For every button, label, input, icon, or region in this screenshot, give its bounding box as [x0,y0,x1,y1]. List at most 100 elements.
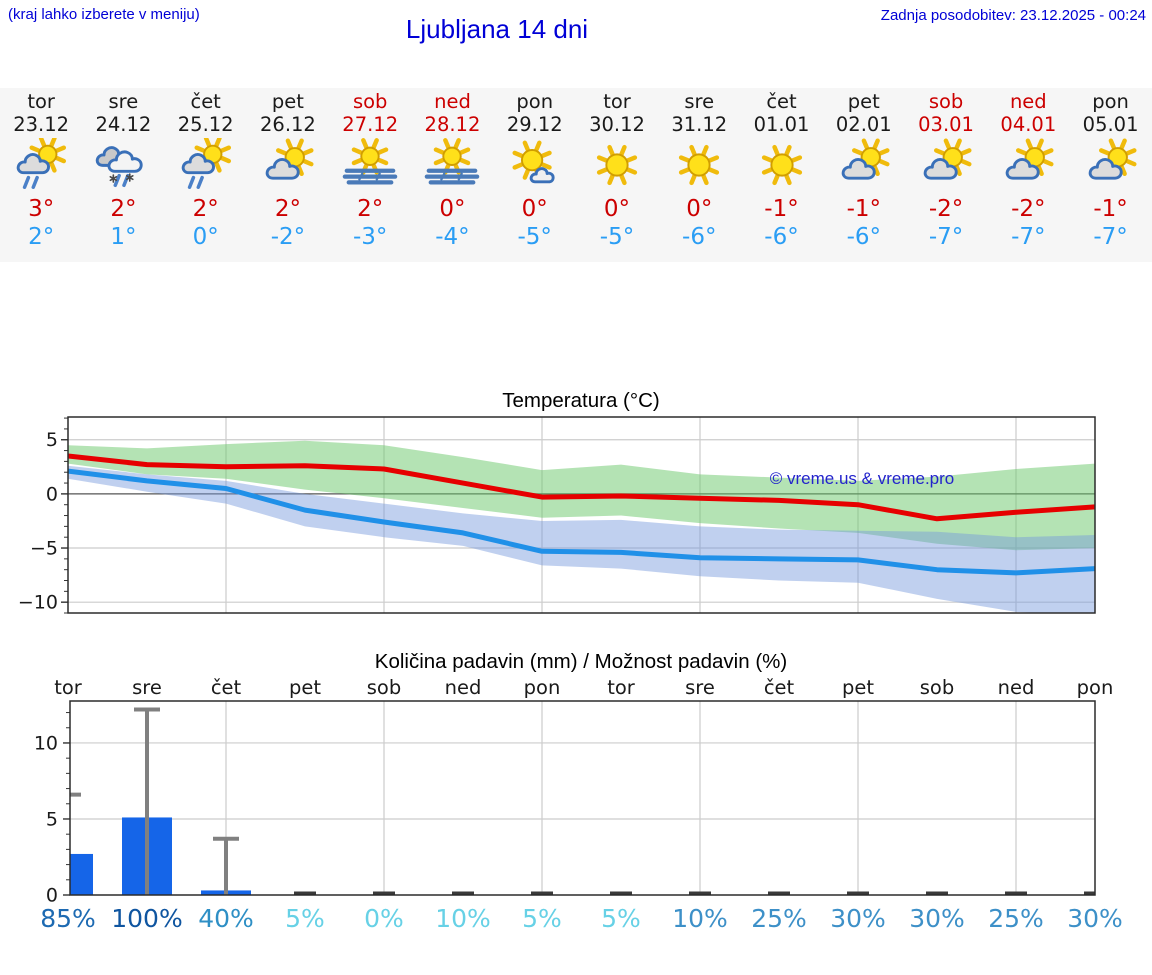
day-date-label: 28.12 [424,113,481,136]
y-axis-label: 5 [46,429,58,451]
precip-zero-mark [610,891,632,895]
sun-icon [753,138,811,194]
precip-zero-mark [531,891,553,895]
high-temperature: -2° [928,196,964,222]
probability-label: 25% [988,904,1044,933]
day-name-label: čet [766,90,797,113]
low-temperature: 2° [28,224,55,250]
precip-zero-mark [926,891,948,895]
precip-zero-mark [1084,891,1095,895]
y-axis-label: 10 [34,732,58,754]
day-name-label: pon [516,90,554,113]
probability-label: 25% [751,904,807,933]
day-name-label: sre [108,90,139,113]
high-temperature: 0° [603,196,631,222]
temperature-chart-svg: Temperatura (°C) © vreme.us & vreme.pro 5 0… [18,389,1096,614]
sun-icon [588,138,646,194]
forecast-day-column: tor 30.12 0° -5° [576,88,658,262]
forecast-day-column: pet 26.12 2° -2° [247,88,329,262]
y-axis-label: 5 [46,808,58,830]
fog-sun-icon [341,138,399,194]
day-date-label: 27.12 [342,113,399,136]
precip-day-label: ned [998,676,1035,699]
low-temperature: -6° [682,224,717,250]
forecast-day-column: tor 23.12 3° 2° [0,88,82,262]
precip-day-label: čet [764,676,795,699]
low-temperature: 0° [192,224,219,250]
precip-day-label: pet [842,676,874,699]
forecast-day-column: sre 24.12 2° 1° [82,88,164,262]
y-axis-label: −10 [18,592,58,614]
y-axis-label: 0 [46,885,58,907]
high-temperature: 0° [521,196,548,222]
high-temperature: 2° [357,196,384,222]
precip-day-label: tor [607,676,636,699]
low-temperature: -6° [764,224,799,250]
precip-day-label: pon [524,676,561,699]
high-temperature: 0° [686,196,713,222]
min-temp-band [68,465,1095,613]
high-temperature: 2° [274,196,301,222]
forecast-strip: tor 23.12 3° 2° sre 24.12 2° 1° čet 25.12 2° 0° pet 2… [0,88,1152,262]
probability-label: 30% [1067,904,1123,933]
precip-day-label: sre [685,676,715,699]
day-name-label: ned [1009,90,1047,113]
precip-zero-mark [1005,891,1027,895]
sun-cloud-icon [917,138,975,194]
precip-zero-mark [452,891,474,895]
sun-cloud-icon [999,138,1057,194]
cloud-rain-snow-icon [94,138,152,194]
sun-cloud-icon [835,138,893,194]
low-temperature: -7° [1011,224,1046,250]
day-date-label: 24.12 [95,113,152,136]
probability-label: 10% [672,904,728,933]
day-date-label: 25.12 [177,113,234,136]
precip-day-label: ned [445,676,482,699]
day-name-label: tor [603,90,631,113]
forecast-day-column: sre 31.12 0° -6° [658,88,740,262]
precip-zero-mark [847,891,869,895]
low-temperature: -5° [599,224,635,250]
precipitation-chart-svg: Količina padavin (mm) / Možnost padavin … [34,650,1123,933]
high-temperature: 2° [192,196,219,222]
forecast-day-column: sob 03.01 -2° -7° [905,88,987,262]
probability-label: 40% [198,904,254,933]
sun-cloud-icon [1082,138,1140,194]
day-date-label: 23.12 [13,113,70,136]
day-name-label: ned [434,90,471,113]
high-temperature: 3° [28,196,55,222]
high-temperature: 0° [439,196,466,222]
precipitation-chart-title: Količina padavin (mm) / Možnost padavin … [375,650,787,673]
forecast-day-column: pon 05.01 -1° -7° [1069,88,1151,262]
forecast-day-column: čet 01.01 -1° -6° [740,88,822,262]
low-temperature: -2° [270,224,306,250]
chart-frame [67,416,1096,614]
low-temperature: -6° [846,224,881,250]
high-temperature: -1° [846,196,881,222]
precip-day-label: sre [132,676,162,699]
probability-label: 30% [830,904,886,933]
day-name-label: čet [190,90,221,113]
watermark-text: © vreme.us & vreme.pro [770,469,954,488]
sun-small-cloud-icon [506,138,564,194]
day-date-label: 04.01 [1000,113,1057,136]
probability-label: 10% [435,904,491,933]
probability-label: 85% [40,904,96,933]
forecast-day-column: pon 29.12 0° -5° [494,88,576,262]
day-date-label: 01.01 [753,113,810,136]
precip-day-label: sob [367,676,401,699]
sun-cloud-rain-icon [177,138,235,194]
high-temperature: -1° [1093,196,1128,222]
sun-cloud-icon [259,138,317,194]
last-update-text: Zadnja posodobitev: 23.12.2025 - 00:24 [880,7,1146,24]
low-temperature: -4° [435,224,470,250]
probability-label: 5% [601,904,641,933]
low-temperature: 1° [110,224,137,250]
precip-day-label: sob [920,676,954,699]
forecast-day-column: čet 25.12 2° 0° [165,88,247,262]
day-date-label: 29.12 [506,113,563,136]
day-name-label: sob [928,90,964,113]
max-temp-line [68,453,1095,522]
forecast-day-column: ned 04.01 -2° -7° [987,88,1069,262]
precip-day-label: pet [289,676,321,699]
